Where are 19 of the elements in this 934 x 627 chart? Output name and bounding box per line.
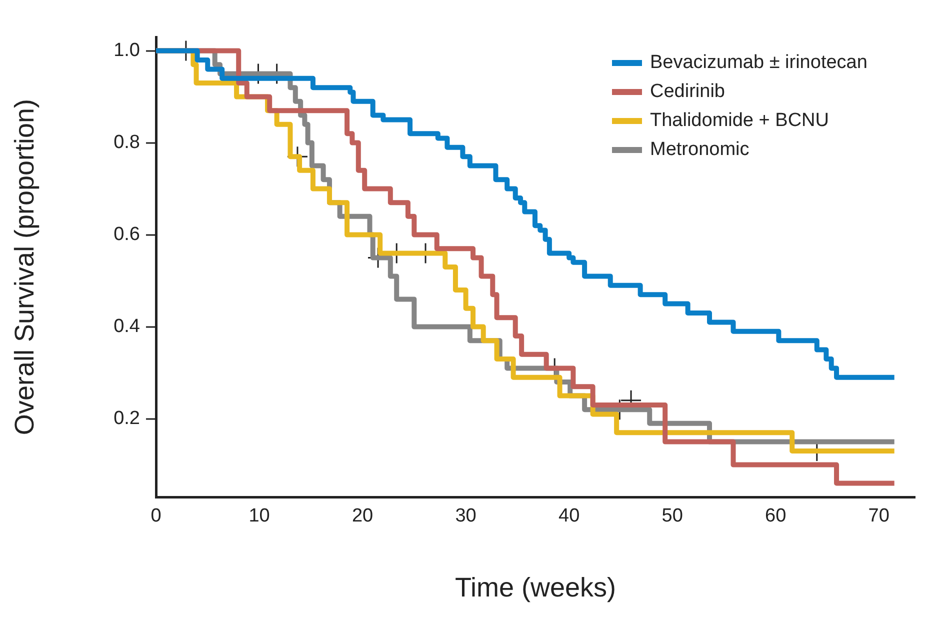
y-axis-title: Overall Survival (proportion)	[10, 98, 40, 436]
x-tick-label: 50	[662, 506, 683, 527]
legend-label: Metronomic	[650, 138, 750, 162]
x-tick-label: 10	[248, 506, 270, 527]
x-axis-title: Time (weeks)	[454, 572, 616, 602]
legend-label: Bevacizumab ± irinotecan	[650, 51, 868, 75]
y-tick-label: 0.4	[114, 316, 140, 338]
y-tick-label: 0.2	[114, 408, 140, 430]
x-tick-label: 20	[352, 506, 374, 527]
y-tick-label: 1.0	[114, 40, 140, 62]
x-tick-label: 60	[765, 506, 786, 527]
x-tick-label: 40	[558, 506, 580, 527]
x-tick-label: 70	[868, 506, 890, 527]
y-tick-label: 0.8	[114, 132, 140, 154]
y-tick-label: 0.6	[114, 224, 140, 246]
legend-label: Thalidomide + BCNU	[650, 109, 829, 133]
x-tick-label: 0	[150, 506, 162, 527]
x-tick-label: 30	[455, 506, 476, 527]
legend-label: Cedirinib	[650, 80, 725, 104]
